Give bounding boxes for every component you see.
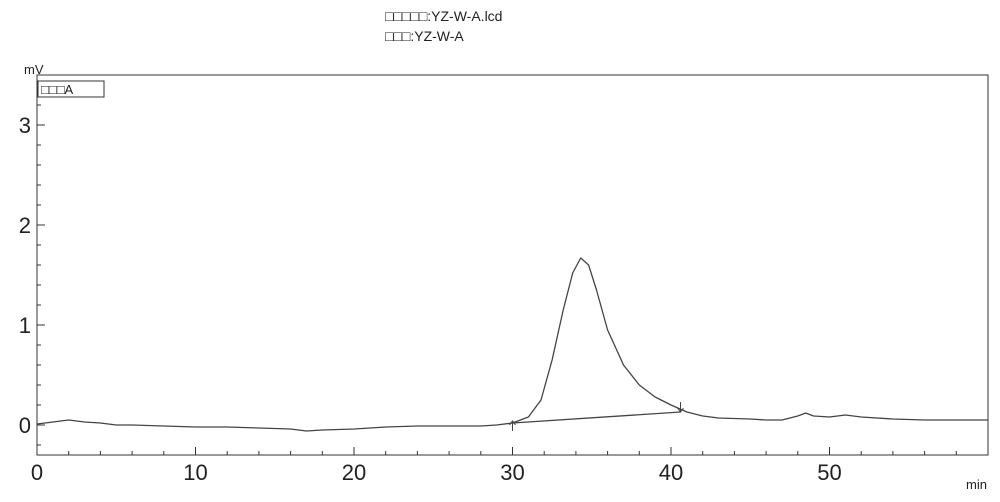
plot-frame	[36, 74, 989, 456]
peak-start-marker	[509, 420, 516, 431]
y-tick-label: 0	[19, 413, 31, 438]
x-tick-label: 50	[817, 460, 841, 485]
x-tick-label: 40	[659, 460, 683, 485]
y-tick-label: 3	[19, 113, 31, 138]
data-file-line: □□□□□:YZ-W-A.lcd	[385, 8, 503, 24]
y-tick-label: 2	[19, 213, 31, 238]
x-tick-label: 30	[500, 460, 524, 485]
x-tick-label: 0	[31, 460, 43, 485]
x-tick-label: 20	[342, 460, 366, 485]
y-tick-label: 1	[19, 313, 31, 338]
x-tick-label: 10	[183, 460, 207, 485]
chart-header: □□□□□:YZ-W-A.lcd □□□:YZ-W-A	[385, 6, 502, 46]
signal-trace	[36, 257, 988, 432]
legend-label: □□□A	[41, 82, 74, 97]
baseline-line	[512, 411, 681, 424]
peak-end-marker	[677, 402, 684, 413]
x-axis-unit: min	[966, 477, 987, 492]
legend-box	[37, 80, 105, 98]
y-axis-unit: mV	[24, 62, 44, 77]
sample-name-line: □□□:YZ-W-A	[385, 28, 464, 44]
